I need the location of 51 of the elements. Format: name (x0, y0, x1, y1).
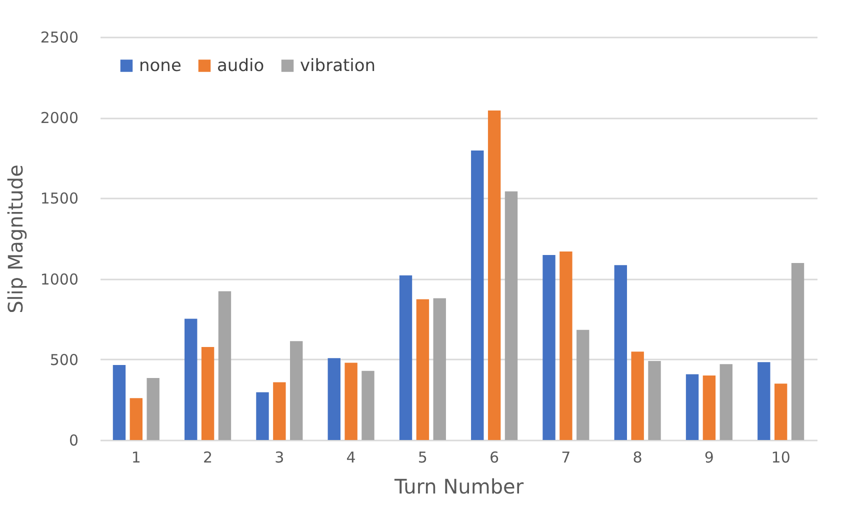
bar (328, 358, 340, 440)
legend-label: audio (217, 56, 264, 76)
bar (488, 110, 501, 440)
bar (791, 263, 804, 440)
bar (146, 378, 160, 440)
bar (273, 382, 286, 440)
bar (416, 299, 430, 440)
y-tick-label: 500 (50, 350, 78, 369)
x-tick-label: 9 (704, 448, 714, 466)
y-tick-label: 2500 (40, 28, 78, 46)
bar (686, 374, 699, 440)
bar (504, 191, 518, 440)
bar (130, 398, 143, 440)
bar (471, 150, 484, 440)
x-axis-title: Turn Number (393, 474, 524, 498)
bar (758, 362, 770, 440)
bar (399, 275, 412, 440)
bar (184, 318, 198, 440)
x-tick-label: 8 (632, 448, 642, 466)
y-axis-title: Slip Magnitude (3, 164, 28, 314)
bar (560, 252, 572, 440)
bar (433, 298, 446, 440)
bar (542, 254, 556, 440)
y-tick-label: 2000 (40, 109, 78, 128)
x-tick-label: 10 (771, 448, 790, 466)
bar (201, 346, 214, 440)
bar (631, 352, 644, 440)
x-tick-label: 6 (490, 448, 500, 466)
bar (218, 291, 232, 440)
x-tick-label: 1 (131, 448, 141, 466)
x-tick-label: 5 (418, 448, 428, 466)
y-tick-label: 0 (68, 432, 78, 450)
bar (720, 364, 732, 440)
legend-label: none (139, 56, 182, 76)
x-tick-label: 4 (346, 448, 356, 466)
bar (648, 361, 661, 440)
y-tick-label: 1500 (40, 190, 78, 208)
bar (256, 392, 269, 440)
bar (774, 384, 788, 440)
bar (614, 265, 627, 440)
legend-label: vibration (300, 56, 376, 76)
x-tick-label: 2 (203, 448, 213, 466)
bar (344, 362, 358, 440)
x-tick-label: 7 (561, 448, 571, 466)
bar (290, 341, 303, 440)
bar (576, 330, 590, 440)
x-tick-label: 3 (274, 448, 284, 466)
bar (702, 376, 716, 440)
y-tick-label: 1000 (40, 270, 78, 288)
bar (362, 370, 374, 440)
bar (112, 365, 126, 440)
